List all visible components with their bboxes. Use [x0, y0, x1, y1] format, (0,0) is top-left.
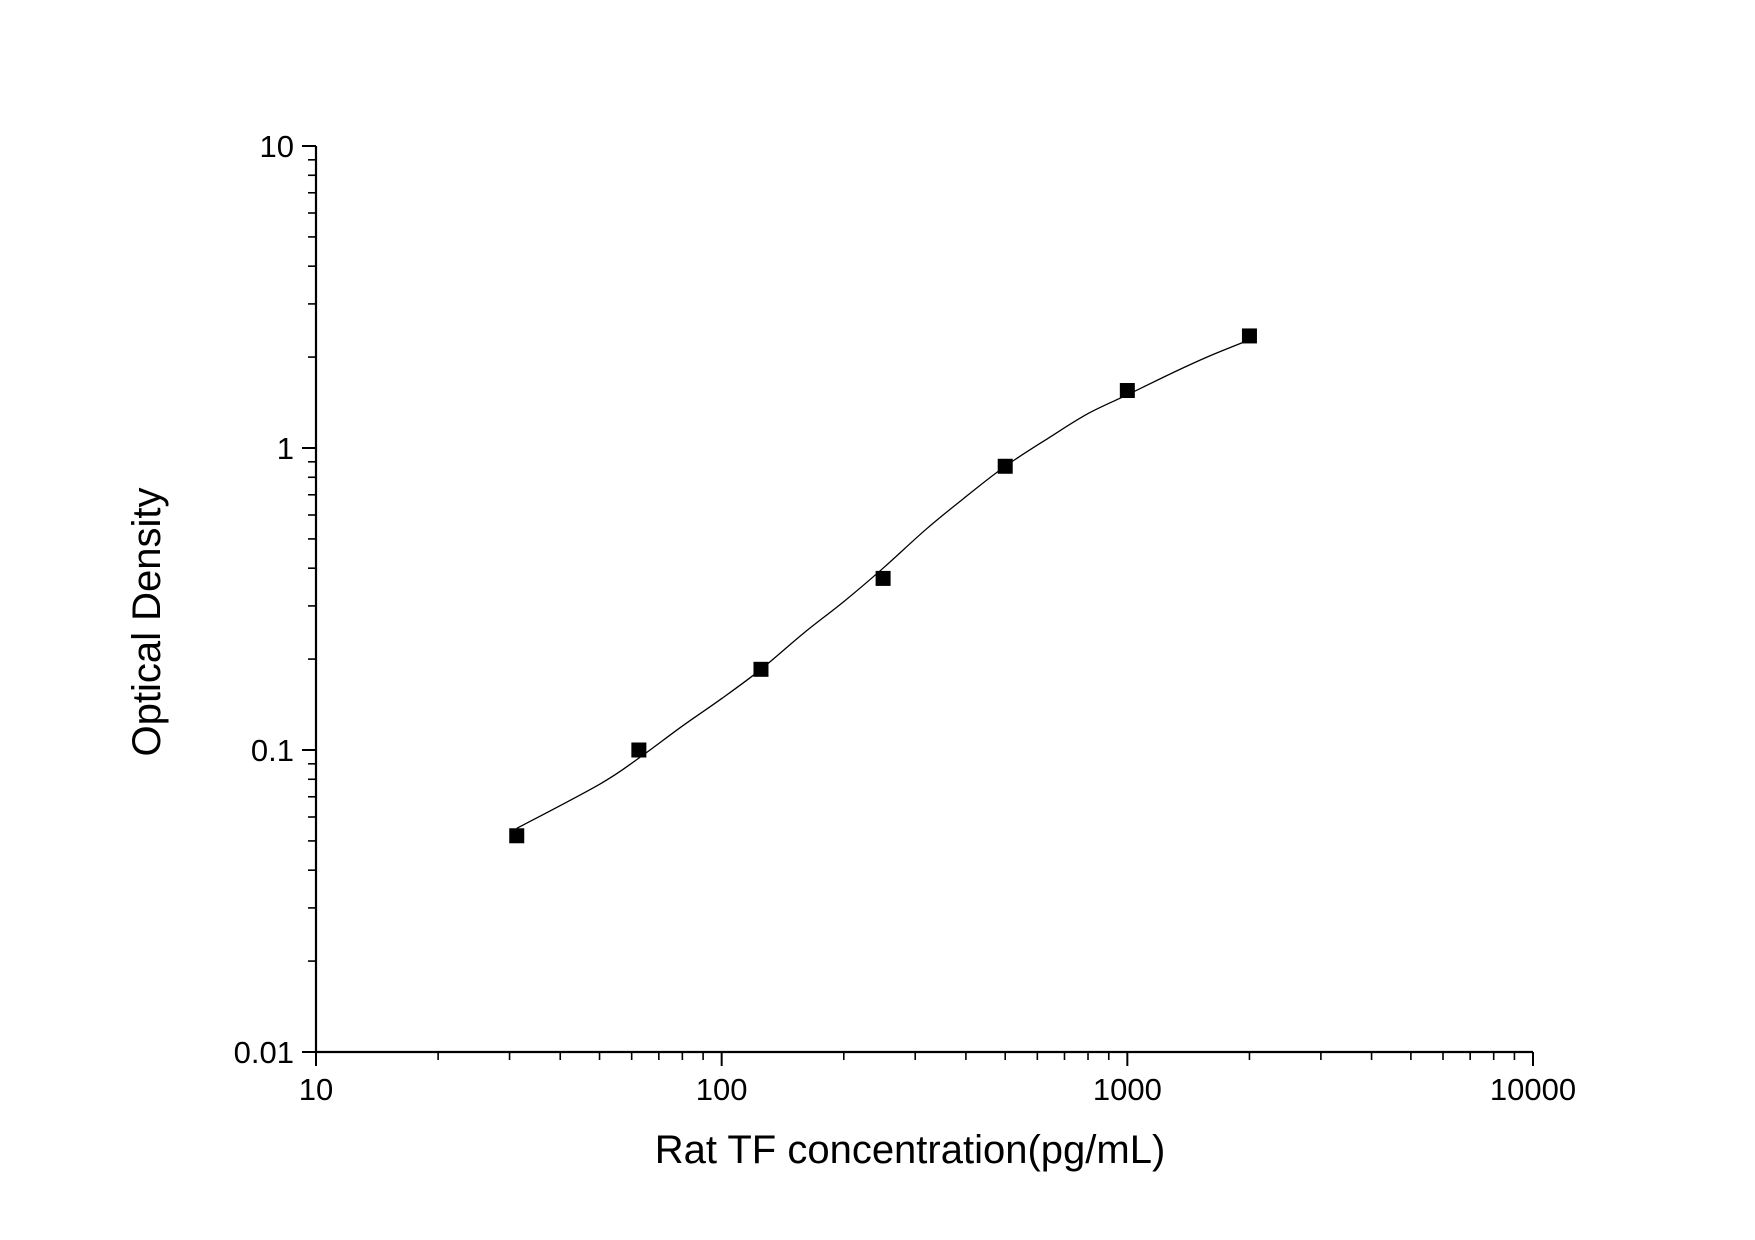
x-tick-label: 1000: [1093, 1072, 1162, 1107]
x-tick-label: 10000: [1490, 1072, 1576, 1107]
data-point: [753, 661, 769, 677]
data-point: [997, 458, 1013, 474]
axes-layer: 10 100 1000 10000 0.01 0.1 1 10: [234, 129, 1576, 1107]
data-points-layer: [509, 328, 1257, 844]
x-axis-title: Rat TF concentration(pg/mL): [655, 1128, 1166, 1172]
y-tick-label: 0.01: [234, 1035, 294, 1070]
data-point: [631, 742, 647, 758]
y-axis-title: Optical Density: [125, 488, 169, 757]
data-point: [875, 570, 891, 586]
data-point: [509, 828, 525, 844]
y-tick-label: 1: [277, 431, 294, 466]
data-point: [1119, 383, 1135, 399]
y-tick-label: 10: [260, 129, 294, 164]
y-tick-label: 0.1: [251, 733, 294, 768]
x-tick-label: 10: [299, 1072, 333, 1107]
data-point: [1241, 328, 1257, 344]
x-tick-label: 100: [696, 1072, 748, 1107]
